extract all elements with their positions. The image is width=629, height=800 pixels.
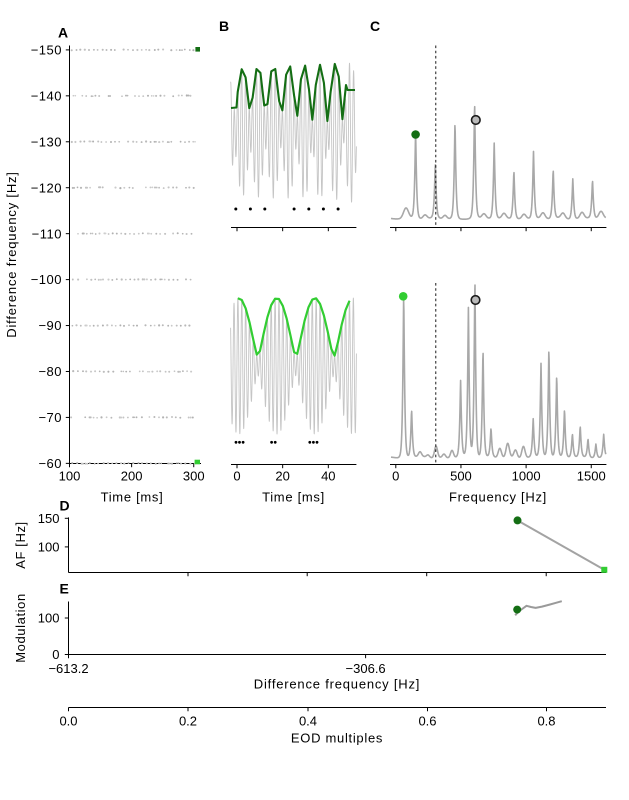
svg-text:D: D <box>60 498 70 514</box>
svg-text:EOD multiples: EOD multiples <box>291 731 383 746</box>
svg-text:Difference frequency [Hz]: Difference frequency [Hz] <box>4 171 19 337</box>
svg-text:Difference frequency [Hz]: Difference frequency [Hz] <box>254 677 420 692</box>
svg-text:−140: −140 <box>31 88 62 103</box>
svg-text:1500: 1500 <box>577 469 606 484</box>
svg-text:0.2: 0.2 <box>179 714 197 729</box>
svg-text:−130: −130 <box>31 134 62 149</box>
svg-text:Frequency [Hz]: Frequency [Hz] <box>449 490 547 505</box>
svg-text:0.4: 0.4 <box>299 714 317 729</box>
svg-text:40: 40 <box>321 469 335 484</box>
svg-text:AF [Hz]: AF [Hz] <box>13 521 28 569</box>
svg-text:200: 200 <box>121 469 143 484</box>
svg-text:0: 0 <box>233 469 240 484</box>
svg-text:C: C <box>370 18 380 34</box>
svg-text:−110: −110 <box>32 226 62 241</box>
svg-text:B: B <box>219 18 229 34</box>
svg-text:20: 20 <box>275 469 289 484</box>
svg-text:100: 100 <box>59 469 81 484</box>
svg-text:300: 300 <box>183 469 205 484</box>
svg-text:−70: −70 <box>38 410 62 425</box>
svg-text:−120: −120 <box>31 180 62 195</box>
svg-text:−150: −150 <box>31 43 62 58</box>
svg-text:−613.2: −613.2 <box>48 661 88 676</box>
svg-text:0.0: 0.0 <box>59 714 77 729</box>
svg-text:150: 150 <box>38 511 60 526</box>
svg-text:−306.6: −306.6 <box>346 661 386 676</box>
svg-text:0: 0 <box>392 469 399 484</box>
svg-text:0.8: 0.8 <box>537 714 555 729</box>
svg-text:Modulation: Modulation <box>13 593 28 663</box>
svg-text:Time [ms]: Time [ms] <box>262 490 325 505</box>
svg-text:1000: 1000 <box>512 469 541 484</box>
svg-text:100: 100 <box>38 540 60 555</box>
svg-text:0.6: 0.6 <box>418 714 436 729</box>
svg-text:100: 100 <box>38 611 60 626</box>
svg-text:A: A <box>58 25 68 41</box>
svg-text:−90: −90 <box>38 318 62 333</box>
svg-text:−60: −60 <box>38 456 62 471</box>
svg-text:E: E <box>60 581 69 597</box>
svg-text:500: 500 <box>450 469 472 484</box>
svg-text:−100: −100 <box>31 272 62 287</box>
svg-text:Time [ms]: Time [ms] <box>101 490 164 505</box>
svg-text:0: 0 <box>52 647 59 662</box>
svg-text:−80: −80 <box>38 364 62 379</box>
